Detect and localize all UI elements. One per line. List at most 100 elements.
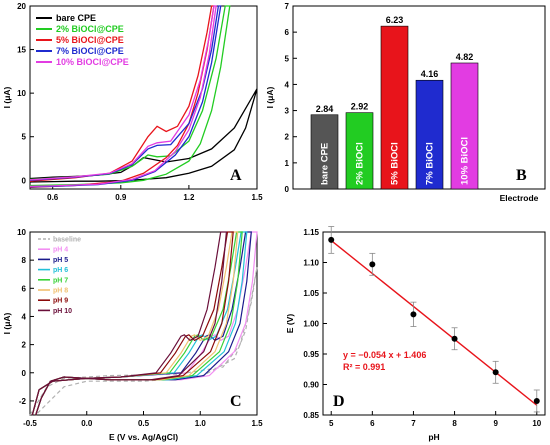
a-series-line-2 xyxy=(29,5,215,188)
d-x-tick-label: 8 xyxy=(452,419,457,428)
a-y-tick-label: 5 xyxy=(22,133,27,142)
a-legend-label-4: 10% BiOCl@CPE xyxy=(56,57,129,67)
c-x-tick-label: 0.5 xyxy=(138,419,150,428)
b-y-tick-label: 4 xyxy=(285,80,290,89)
d-y-tick-label: 0.90 xyxy=(303,381,319,390)
a-series-line-1 xyxy=(29,5,231,187)
a-y-tick-label: 15 xyxy=(17,46,26,55)
a-y-tick-label: 0 xyxy=(22,176,27,185)
c-legend-label-1: pH 4 xyxy=(53,247,68,254)
c-legend-label-4: pH 7 xyxy=(53,277,68,284)
c-y-tick-label: 8 xyxy=(22,256,27,265)
b-bar-value-0: 2.84 xyxy=(316,104,334,114)
c-x-tick-label: 1.0 xyxy=(195,419,207,428)
panel-d-scatter-fit-chart: 5 6 7 8 9 10 0.85 0.90 0.95 1.00 1.05 1.10 1.15 E (V)… xyxy=(285,226,546,442)
c-x-tick-label: -0.5 xyxy=(23,419,37,428)
a-x-tick-label: 1.2 xyxy=(183,193,195,202)
c-x-tick-label: 1.5 xyxy=(251,419,263,428)
b-y-tick-label: 2 xyxy=(285,133,290,142)
b-bar-2 xyxy=(380,25,409,190)
b-bar-value-2: 6.23 xyxy=(386,15,404,25)
panel-b-bar-chart: 0 1 2 3 4 5 6 7 I (μA) Electrode 2.84 bare CPE 2.92 2… xyxy=(265,2,546,203)
c-x-tick-label: 0.0 xyxy=(81,419,93,428)
d-y-tick-label: 1.15 xyxy=(303,228,319,237)
d-y-tick-label: 1.05 xyxy=(303,289,319,298)
d-x-tick-label: 9 xyxy=(493,419,498,428)
c-y-tick-label: 4 xyxy=(22,312,27,321)
b-panel-letter: B xyxy=(516,167,527,184)
c-legend-label-5: pH 8 xyxy=(53,288,68,295)
b-y-tick-label: 5 xyxy=(285,54,290,63)
d-y-axis-title: E (V) xyxy=(285,314,295,334)
b-bar-label-2: 5% BiOCl xyxy=(390,142,401,185)
d-y-tick-label: 0.85 xyxy=(303,411,319,420)
d-data-point-4 xyxy=(492,369,499,376)
b-y-axis-title: I (μA) xyxy=(265,86,275,108)
a-legend-label-3: 7% BiOCl@CPE xyxy=(56,46,124,56)
c-legend-label-7: pH 10 xyxy=(53,308,72,315)
a-series-line-4 xyxy=(29,5,217,188)
b-bar-label-1: 2% BiOCl xyxy=(355,142,366,185)
a-y-axis-title: I (μA) xyxy=(2,86,12,108)
b-bar-3 xyxy=(415,79,444,190)
b-bar-label-0: bare CPE xyxy=(320,143,331,185)
b-bar-0 xyxy=(310,114,339,190)
panel-c-ph-cv-chart: -0.5 0.0 0.5 1.0 1.5 -2 0 2 4 6 8 10 I (μA) E (V vs. … xyxy=(2,228,263,442)
c-legend-label-3: pH 6 xyxy=(53,267,68,274)
c-legend-label-6: pH 9 xyxy=(53,298,68,305)
a-panel-letter: A xyxy=(230,167,242,184)
d-x-tick-label: 5 xyxy=(329,419,334,428)
a-legend-label-1: 2% BiOCl@CPE xyxy=(56,24,124,34)
a-series-line-0 xyxy=(29,88,258,183)
c-legend-label-0: baseline xyxy=(53,237,81,244)
d-y-tick-label: 1.10 xyxy=(303,259,319,268)
b-bar-value-1: 2.92 xyxy=(351,102,369,112)
a-y-tick-label: 10 xyxy=(17,89,26,98)
b-y-tick-label: 1 xyxy=(285,159,290,168)
c-y-tick-label: 0 xyxy=(22,369,27,378)
b-bar-label-3: 7% BiOCl xyxy=(425,142,436,185)
d-fit-line xyxy=(330,239,538,406)
a-plot-frame xyxy=(29,5,258,190)
a-series-line-3 xyxy=(29,5,222,188)
d-data-point-1 xyxy=(369,261,376,268)
c-panel-letter: C xyxy=(230,393,242,410)
a-x-tick-label: 1.5 xyxy=(251,193,263,202)
b-x-axis-title: Electrode xyxy=(500,193,539,203)
c-y-tick-label: 2 xyxy=(22,341,27,350)
b-y-tick-label: 0 xyxy=(285,185,290,194)
c-y-tick-label: 10 xyxy=(17,228,26,237)
c-y-axis-title: I (μA) xyxy=(2,312,12,334)
a-x-tick-label: 0.9 xyxy=(115,193,127,202)
b-bar-value-4: 4.82 xyxy=(456,52,474,62)
c-x-axis-title: E (V vs. Ag/AgCl) xyxy=(109,432,178,442)
b-y-tick-label: 6 xyxy=(285,28,290,37)
d-x-tick-label: 7 xyxy=(411,419,416,428)
b-bar-value-3: 4.16 xyxy=(421,69,439,79)
d-y-tick-label: 0.95 xyxy=(303,350,319,359)
d-data-point-3 xyxy=(451,335,458,342)
b-bar-1 xyxy=(345,112,374,190)
d-x-axis-title: pH xyxy=(428,432,439,442)
d-y-tick-label: 1.00 xyxy=(303,320,319,329)
c-y-tick-label: 6 xyxy=(22,284,27,293)
d-fit-equation: y = −0.054 x + 1.406 xyxy=(343,350,426,360)
a-x-tick-label: 0.6 xyxy=(47,193,59,202)
b-y-tick-label: 7 xyxy=(285,2,290,11)
d-data-point-0 xyxy=(328,236,335,243)
d-x-tick-label: 10 xyxy=(532,419,541,428)
d-data-point-2 xyxy=(410,311,417,318)
d-x-tick-label: 6 xyxy=(370,419,375,428)
b-bar-label-4: 10% BiOCl xyxy=(460,137,471,185)
b-bar-4 xyxy=(450,62,479,190)
c-legend-label-2: pH 5 xyxy=(53,257,68,264)
d-panel-letter: D xyxy=(333,393,345,410)
b-y-tick-label: 3 xyxy=(285,107,290,116)
a-legend-label-2: 5% BiOCl@CPE xyxy=(56,35,124,45)
a-legend-label-0: bare CPE xyxy=(56,13,96,23)
d-data-point-5 xyxy=(533,397,540,404)
c-y-tick-label: -2 xyxy=(19,397,27,406)
a-y-tick-label: 20 xyxy=(17,2,26,11)
